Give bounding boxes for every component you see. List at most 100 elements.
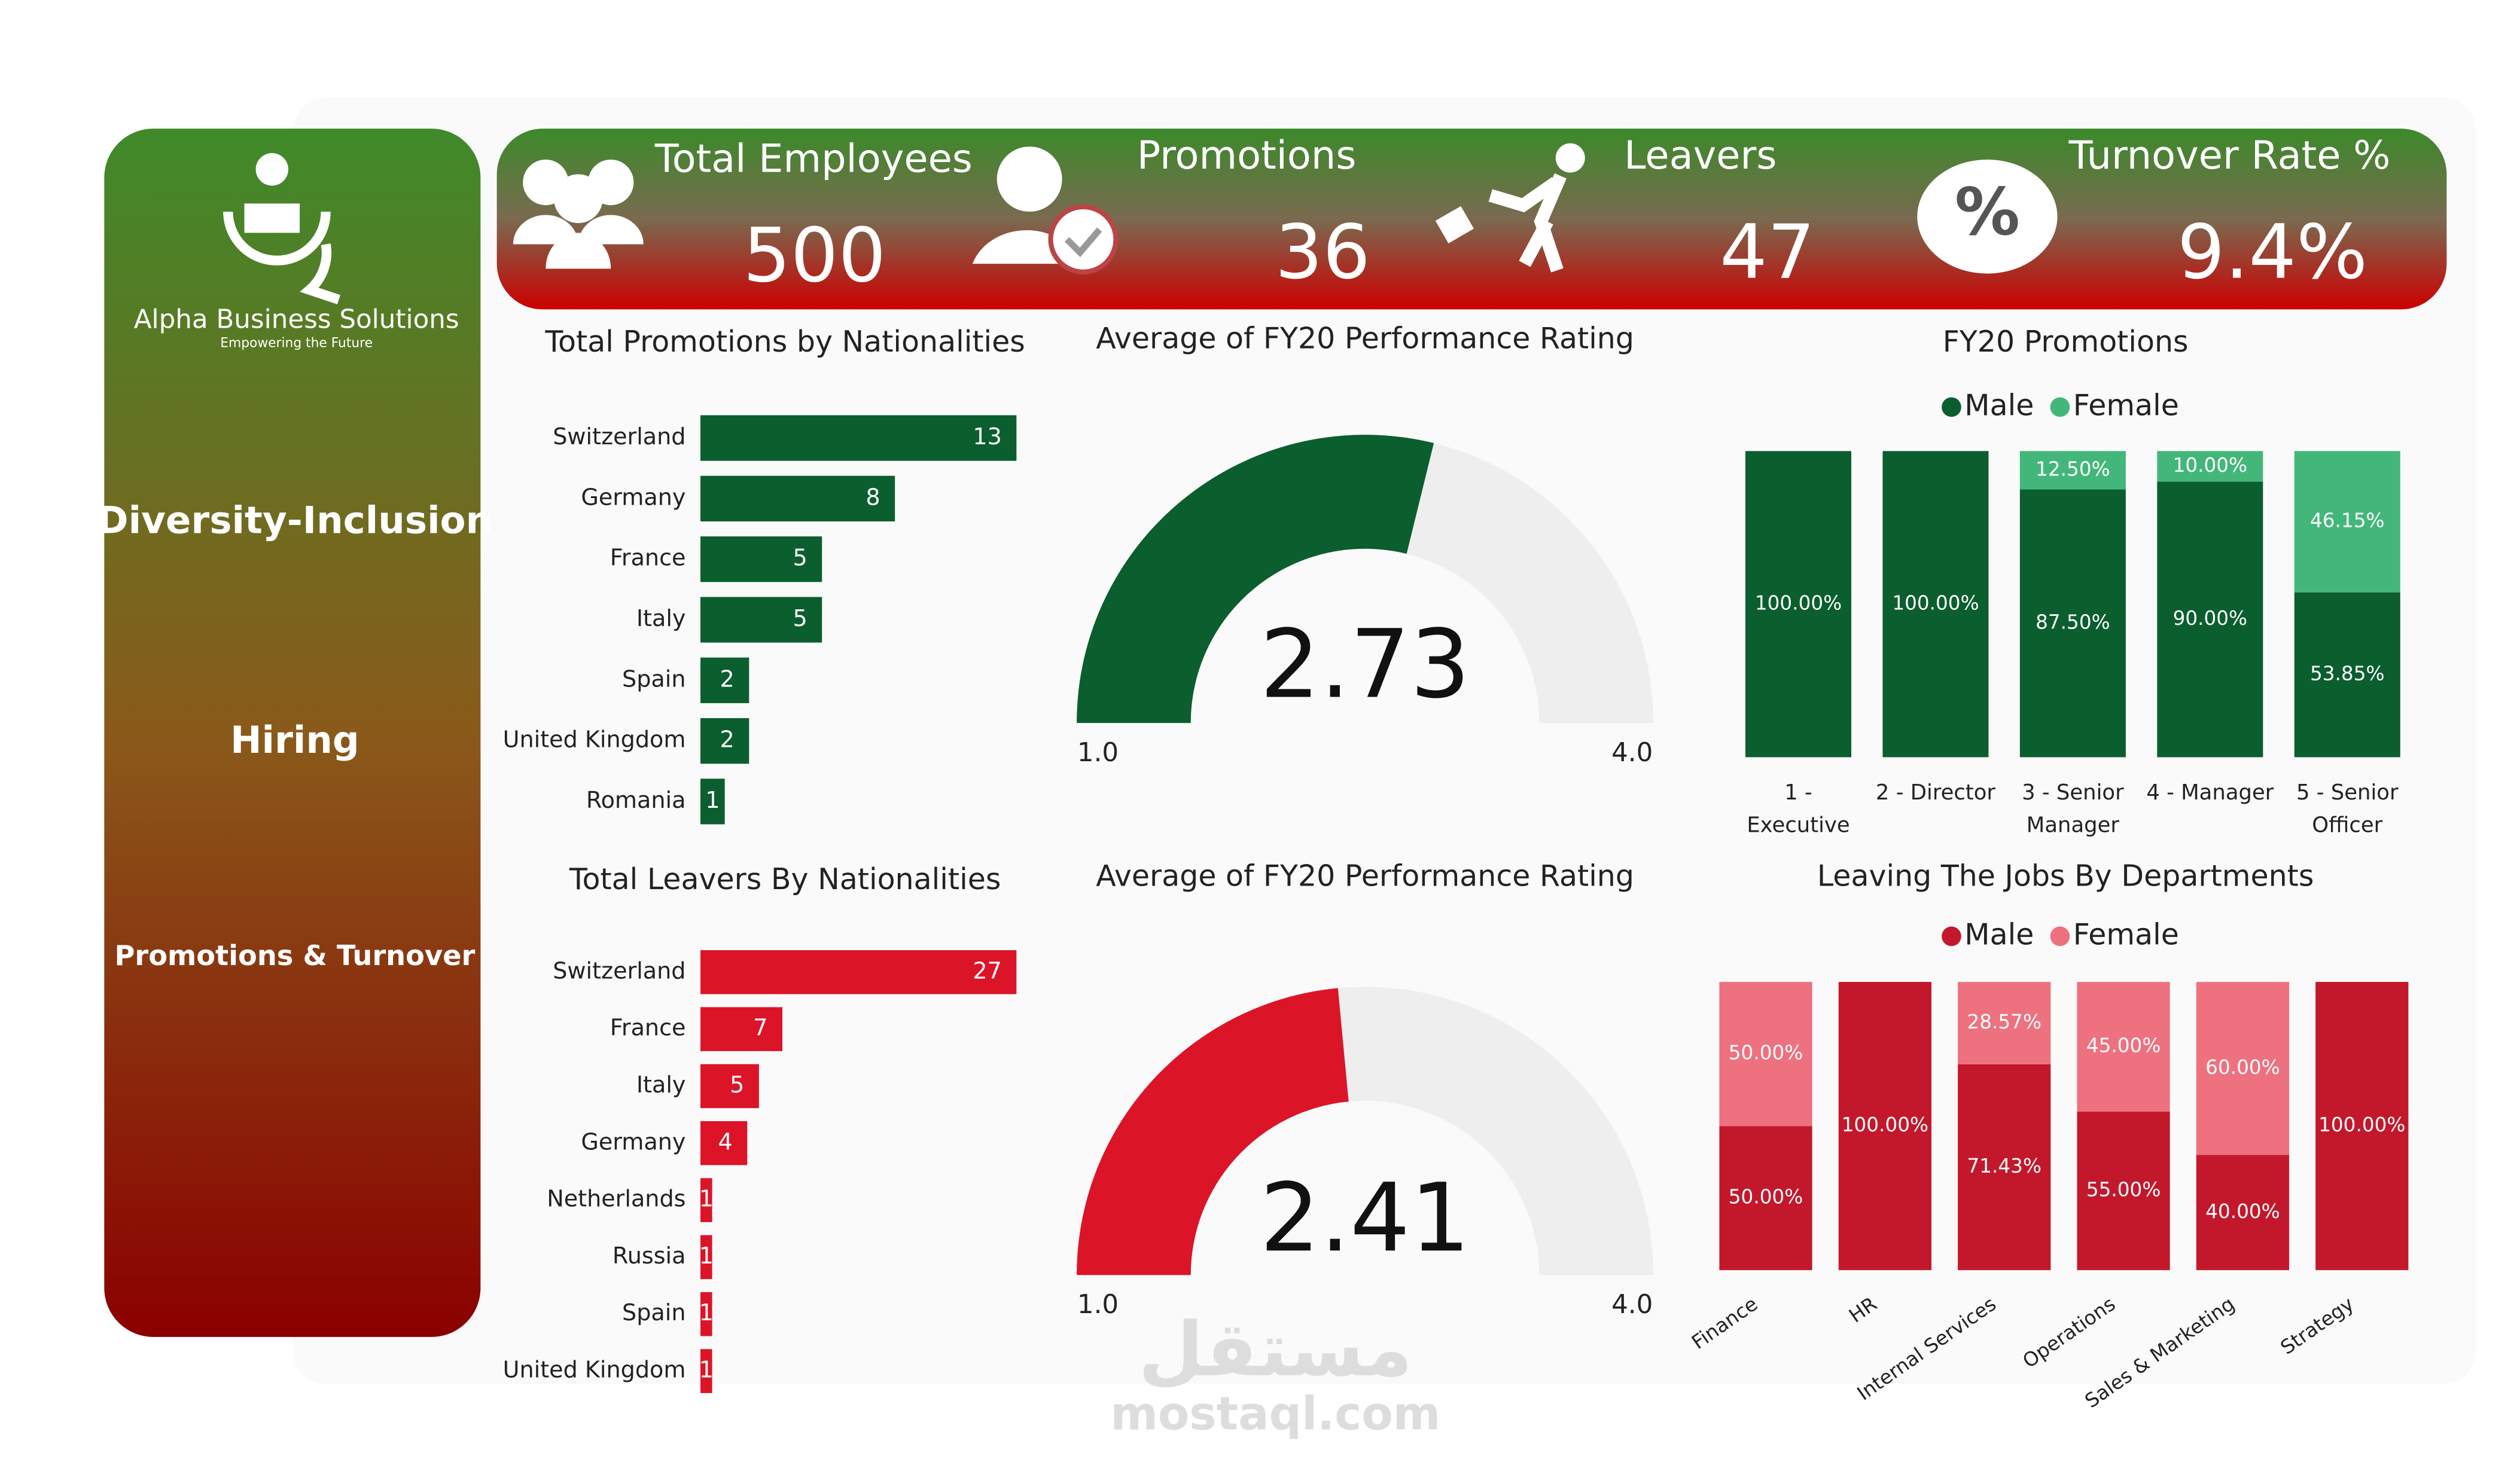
value-label: 90.00% [2173, 607, 2248, 630]
bar [700, 950, 1017, 994]
bar [700, 779, 725, 825]
bar-segment [2196, 982, 2290, 1155]
legend-label: Male [1964, 388, 2034, 422]
legend-swatch [1942, 926, 1961, 947]
value-label: 28.57% [1967, 1011, 2041, 1033]
value-label: 71.43% [1967, 1155, 2041, 1177]
logo [223, 152, 341, 304]
bar-segment [2077, 1112, 2170, 1271]
legend-swatch [2050, 397, 2070, 417]
value-label: 1 [699, 1186, 714, 1212]
bar-segment [2315, 982, 2409, 1271]
value-label: 87.50% [2035, 611, 2110, 633]
bar-segment [1719, 982, 1812, 1127]
bar [700, 415, 1017, 461]
kpi-label: Total Employees [654, 136, 973, 182]
bar-segment [2019, 451, 2126, 490]
value-label: 4 [718, 1128, 733, 1155]
kpi-value: 47 [1720, 208, 1815, 295]
value-label: 1 [699, 1243, 714, 1269]
nav-item[interactable]: Diversity-Inclusion [97, 498, 493, 542]
chart-title: Total Leavers By Nationalities [569, 862, 1001, 896]
category-label: 3 - Senior Manager [2022, 782, 2124, 839]
category-label: Switzerland [553, 957, 685, 984]
legend-label: Male [1964, 917, 2034, 951]
category-label: United Kingdom [503, 1357, 686, 1383]
bar-segment [1958, 1064, 2051, 1271]
category-label: France [610, 545, 686, 571]
category-label: Germany [581, 484, 685, 510]
kpi-value: 9.4% [2177, 208, 2367, 295]
nav-item[interactable]: Promotions & Turnover [115, 939, 476, 972]
value-label: 5 [793, 605, 807, 631]
value-label: 100.00% [1892, 591, 1979, 614]
kpi-label: Turnover Rate % [2068, 133, 2391, 178]
kpi-icons: % [513, 143, 2058, 274]
category-label: Romania [586, 787, 686, 813]
bar-segment [1958, 982, 2051, 1064]
category-label: Netherlands [547, 1186, 685, 1212]
legend-label: Female [2073, 388, 2179, 422]
category-label: Italy [636, 1072, 686, 1098]
gauge-value-label: 2.41 [1260, 1163, 1470, 1273]
category-label: 5 - Senior Officer [2296, 782, 2399, 839]
value-label: 10.00% [2173, 454, 2248, 477]
company-name: Alpha Business Solutions [134, 304, 459, 334]
category-label: Spain [622, 1299, 685, 1326]
value-label: 1 [699, 1299, 714, 1326]
bar [700, 1349, 712, 1393]
bar [700, 1235, 712, 1280]
value-label: 13 [973, 423, 1002, 450]
bar [700, 1292, 712, 1336]
chart-title: Average of FY20 Performance Rating [1096, 859, 1634, 893]
bar-segment [1838, 982, 1932, 1271]
legend-swatch [1942, 397, 1961, 417]
kpi-label: Leavers [1624, 133, 1777, 178]
bar [700, 536, 822, 582]
value-label: 1 [699, 1357, 714, 1383]
chart-title: Leaving The Jobs By Departments [1817, 859, 2314, 893]
category-label: Russia [613, 1243, 686, 1269]
value-label: 5 [793, 545, 807, 571]
category-label: Switzerland [553, 423, 685, 450]
value-label: 60.00% [2205, 1056, 2280, 1079]
gauge-value [1077, 988, 1349, 1275]
chart-title: Total Promotions by Nationalities [544, 325, 1025, 359]
watermark: مستقل [1138, 1306, 1412, 1393]
kpi-value: 500 [743, 212, 886, 299]
bar [700, 597, 822, 643]
bar-segment [2019, 489, 2126, 758]
value-label: 12.50% [2035, 457, 2110, 480]
gauge-value [1077, 435, 1434, 724]
nav-item[interactable]: Hiring [230, 718, 359, 762]
value-label: 53.85% [2310, 662, 2385, 685]
value-label: 46.15% [2310, 509, 2385, 532]
bar [700, 1178, 712, 1222]
tagline: Empowering the Future [220, 336, 373, 351]
bar-segment [2157, 481, 2263, 758]
bar-segment [1745, 451, 1852, 758]
value-label: 8 [866, 484, 880, 510]
value-label: 1 [705, 787, 720, 813]
category-label: Italy [636, 605, 686, 631]
bar-segment [1882, 451, 1989, 758]
value-label: 55.00% [2086, 1179, 2161, 1201]
watermark: mostaql.com [1110, 1387, 1440, 1440]
bar-segment [2077, 982, 2170, 1112]
value-label: 100.00% [1842, 1113, 1928, 1136]
bar-segment [1719, 1126, 1812, 1271]
bar [700, 475, 895, 522]
legend-swatch [2050, 926, 2070, 947]
category-label: 1 - Executive [1747, 782, 1850, 839]
category-label: Spain [622, 666, 685, 692]
category-label: Germany [581, 1128, 685, 1155]
value-label: 2 [720, 727, 735, 753]
value-label: 40.00% [2205, 1200, 2280, 1223]
gauge-tick-label: 4.0 [1611, 738, 1653, 768]
kpi-label: Promotions [1137, 133, 1357, 178]
value-label: 27 [973, 957, 1002, 984]
bar [700, 1121, 748, 1165]
bar [700, 1007, 782, 1051]
bar-segment [2294, 451, 2400, 593]
